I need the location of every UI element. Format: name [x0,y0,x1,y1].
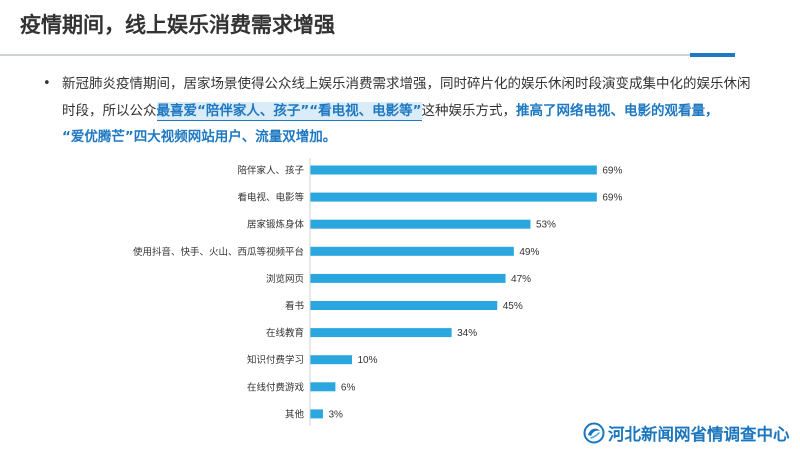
title-divider-line [0,54,690,56]
data-label: 53% [536,220,556,231]
paragraph-text: 新冠肺炎疫情期间，居家场景使得公众线上娱乐消费需求增强，同时碎片化的娱乐休闲时段… [62,76,751,92]
title-divider-accent [690,53,735,57]
data-label: 10% [358,355,378,366]
slide-title: 疫情期间，线上娱乐消费需求增强 [20,13,335,37]
bar [310,409,323,419]
data-label: 49% [519,247,539,258]
data-label: 3% [328,409,343,420]
bullet-marker: • [43,76,51,91]
category-label: 看书 [285,300,305,312]
category-label: 陪伴家人、孩子 [237,165,304,177]
category-label: 居家锻炼身体 [247,219,305,231]
paragraph-text: 时段，所以公众 [62,102,157,119]
bar [310,219,531,229]
bullet-paragraph: 新冠肺炎疫情期间，居家场景使得公众线上娱乐消费需求增强，同时碎片化的娱乐休闲时段… [62,71,792,151]
bar [310,355,352,365]
horizontal-bar-chart: 陪伴家人、孩子 69% 看电视、电影等 69% 居家锻炼身体 53% 使用抖音、快手、火山、… [133,158,622,426]
bar [310,273,506,283]
category-label: 在线教育 [266,327,304,339]
category-label: 在线付费游戏 [247,381,305,393]
highlight-favorite-activities: 最喜爱“陪伴家人、孩子”“看电视、电影等” [156,101,422,121]
logo: 河北新闻网省情调查中心 [583,421,790,445]
category-label: 看电视、电影等 [237,192,304,204]
bar [310,328,452,338]
data-label: 34% [457,328,477,339]
data-label: 47% [511,274,531,285]
paragraph-line-2: 时段，所以公众最喜爱“陪伴家人、孩子”“看电视、电影等”这种娱乐方式，推高了网络… [62,98,792,125]
logo-text: 河北新闻网省情调查中心 [608,425,790,444]
bar [310,192,597,202]
data-label: 69% [602,166,622,177]
data-label: 6% [341,382,356,393]
bar [310,382,336,392]
bar [310,301,498,310]
paragraph-line-3: “爱优腾芒”四大视频网站用户、流量双增加。 [62,124,792,151]
paragraph-text: 这种娱乐方式， [421,102,517,119]
data-label: 45% [503,301,523,312]
logo-emblem-icon [583,422,605,444]
category-label: 其他 [285,408,305,420]
category-label: 知识付费学习 [247,354,304,366]
data-label: 69% [602,193,622,204]
category-label: 使用抖音、快手、火山、西瓜等视频平台 [133,246,304,258]
bar [310,246,514,256]
highlight-video-sites: “爱优腾芒”四大视频网站用户、流量双增加。 [62,129,337,145]
bar [310,165,597,175]
category-label: 浏览网页 [266,273,304,285]
highlight-viewership: 推高了网络电视、电影的观看量， [516,102,719,119]
paragraph-line-1: 新冠肺炎疫情期间，居家场景使得公众线上娱乐消费需求增强，同时碎片化的娱乐休闲时段… [62,71,792,98]
